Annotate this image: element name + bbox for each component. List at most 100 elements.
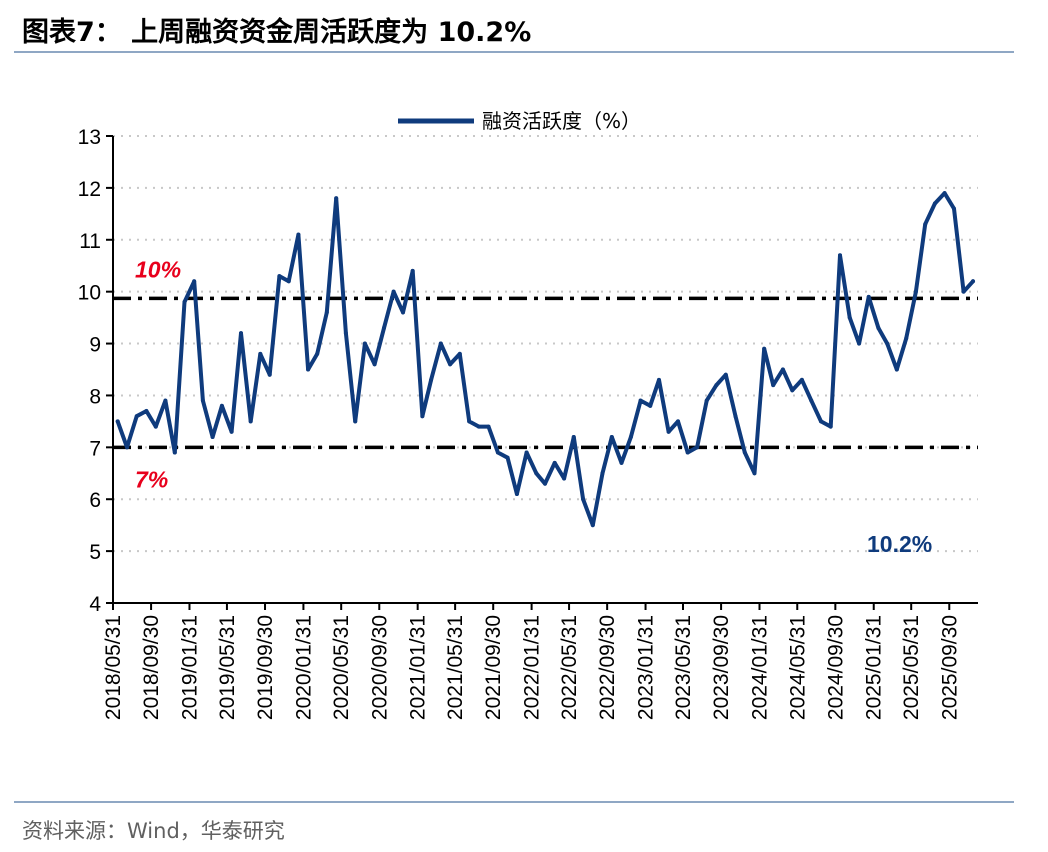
data-point	[961, 289, 966, 294]
data-point	[600, 471, 605, 476]
x-tick-label: 2022/01/31	[521, 615, 544, 720]
data-point	[942, 191, 947, 196]
y-tick-label: 7	[89, 437, 101, 460]
data-point	[866, 294, 871, 299]
data-point	[514, 492, 519, 497]
data-point	[838, 253, 843, 258]
data-point	[885, 341, 890, 346]
data-point	[562, 476, 567, 481]
x-tick-label: 2022/05/31	[558, 615, 581, 720]
x-tick-label: 2020/09/30	[368, 615, 391, 720]
data-point	[353, 419, 358, 424]
data-point	[467, 419, 472, 424]
data-point	[362, 341, 367, 346]
data-point	[248, 419, 253, 424]
x-tick-label: 2023/05/31	[672, 615, 695, 720]
data-point	[457, 351, 462, 356]
x-tick-label: 2022/09/30	[596, 615, 619, 720]
data-point	[258, 351, 263, 356]
data-point	[219, 403, 224, 408]
y-tick-label: 13	[78, 126, 101, 149]
data-point	[144, 409, 149, 414]
data-point	[581, 497, 586, 502]
top-divider	[14, 51, 1014, 53]
data-point	[192, 279, 197, 284]
y-tick-label: 9	[89, 334, 101, 357]
data-point	[334, 196, 339, 201]
data-point	[656, 377, 661, 382]
data-point	[552, 460, 557, 465]
data-point	[571, 434, 576, 439]
data-point	[932, 201, 937, 206]
data-point	[904, 336, 909, 341]
data-point	[704, 398, 709, 403]
data-point	[420, 414, 425, 419]
data-point	[771, 383, 776, 388]
data-point	[780, 367, 785, 372]
data-point	[951, 206, 956, 211]
y-tick-label: 4	[89, 593, 101, 616]
data-point	[438, 341, 443, 346]
y-tick-label: 5	[89, 541, 101, 564]
data-point	[229, 429, 234, 434]
data-point	[343, 331, 348, 336]
data-point	[894, 367, 899, 372]
data-point	[809, 398, 814, 403]
legend: 融资活跃度（%）	[398, 109, 641, 133]
data-point	[200, 398, 205, 403]
x-tick-labels: 2018/05/31 2018/09/30 2019/01/31 2019/05/31…	[102, 603, 961, 720]
data-point	[828, 424, 833, 429]
x-tick-label: 2019/05/31	[216, 615, 239, 720]
x-tick-label: 2020/01/31	[292, 615, 315, 720]
data-point	[267, 372, 272, 377]
x-tick-label: 2019/09/30	[254, 615, 277, 720]
data-point	[476, 424, 481, 429]
data-point	[971, 279, 976, 284]
data-point	[324, 310, 329, 315]
data-point	[762, 346, 767, 351]
data-point	[818, 419, 823, 424]
data-point	[676, 419, 681, 424]
data-point	[666, 429, 671, 434]
data-point	[628, 434, 633, 439]
data-point	[790, 388, 795, 393]
x-tick-label: 2020/05/31	[330, 615, 353, 720]
data-point	[315, 351, 320, 356]
x-tick-label: 2021/05/31	[444, 615, 467, 720]
y-tick-label: 12	[78, 178, 101, 201]
x-tick-label: 2024/01/31	[748, 615, 771, 720]
data-point	[733, 414, 738, 419]
data-point	[391, 289, 396, 294]
data-point	[410, 268, 415, 273]
data-point	[163, 398, 168, 403]
data-point	[296, 232, 301, 237]
x-tick-label: 2018/09/30	[140, 615, 163, 720]
data-point	[913, 289, 918, 294]
data-point	[648, 403, 653, 408]
y-tick-label: 6	[89, 489, 101, 512]
line-chart: 4 5 6 7 8 9 10 11 12 13 2018/05/31 2018/09/30 2019/…	[78, 109, 978, 720]
data-point	[543, 481, 548, 486]
x-tick-label: 2023/09/30	[710, 615, 733, 720]
data-point	[685, 450, 690, 455]
data-point	[534, 471, 539, 476]
data-point	[847, 315, 852, 320]
data-point	[306, 367, 311, 372]
data-point	[799, 377, 804, 382]
data-point	[448, 362, 453, 367]
data-point	[172, 450, 177, 455]
x-tick-label: 2021/09/30	[482, 615, 505, 720]
data-point	[125, 445, 130, 450]
legend-label: 融资活跃度（%）	[482, 109, 641, 133]
data-point	[923, 222, 928, 227]
x-tick-label: 2024/09/30	[824, 615, 847, 720]
data-point	[876, 325, 881, 330]
x-tick-label: 2025/05/31	[900, 615, 923, 720]
x-tick-label: 2021/01/31	[407, 615, 430, 720]
data-point	[723, 372, 728, 377]
data-point	[277, 274, 282, 279]
y-tick-label: 8	[89, 385, 101, 408]
y-tick-labels: 4 5 6 7 8 9 10 11 12 13	[78, 126, 102, 616]
bottom-divider	[14, 801, 1014, 803]
data-point	[372, 362, 377, 367]
